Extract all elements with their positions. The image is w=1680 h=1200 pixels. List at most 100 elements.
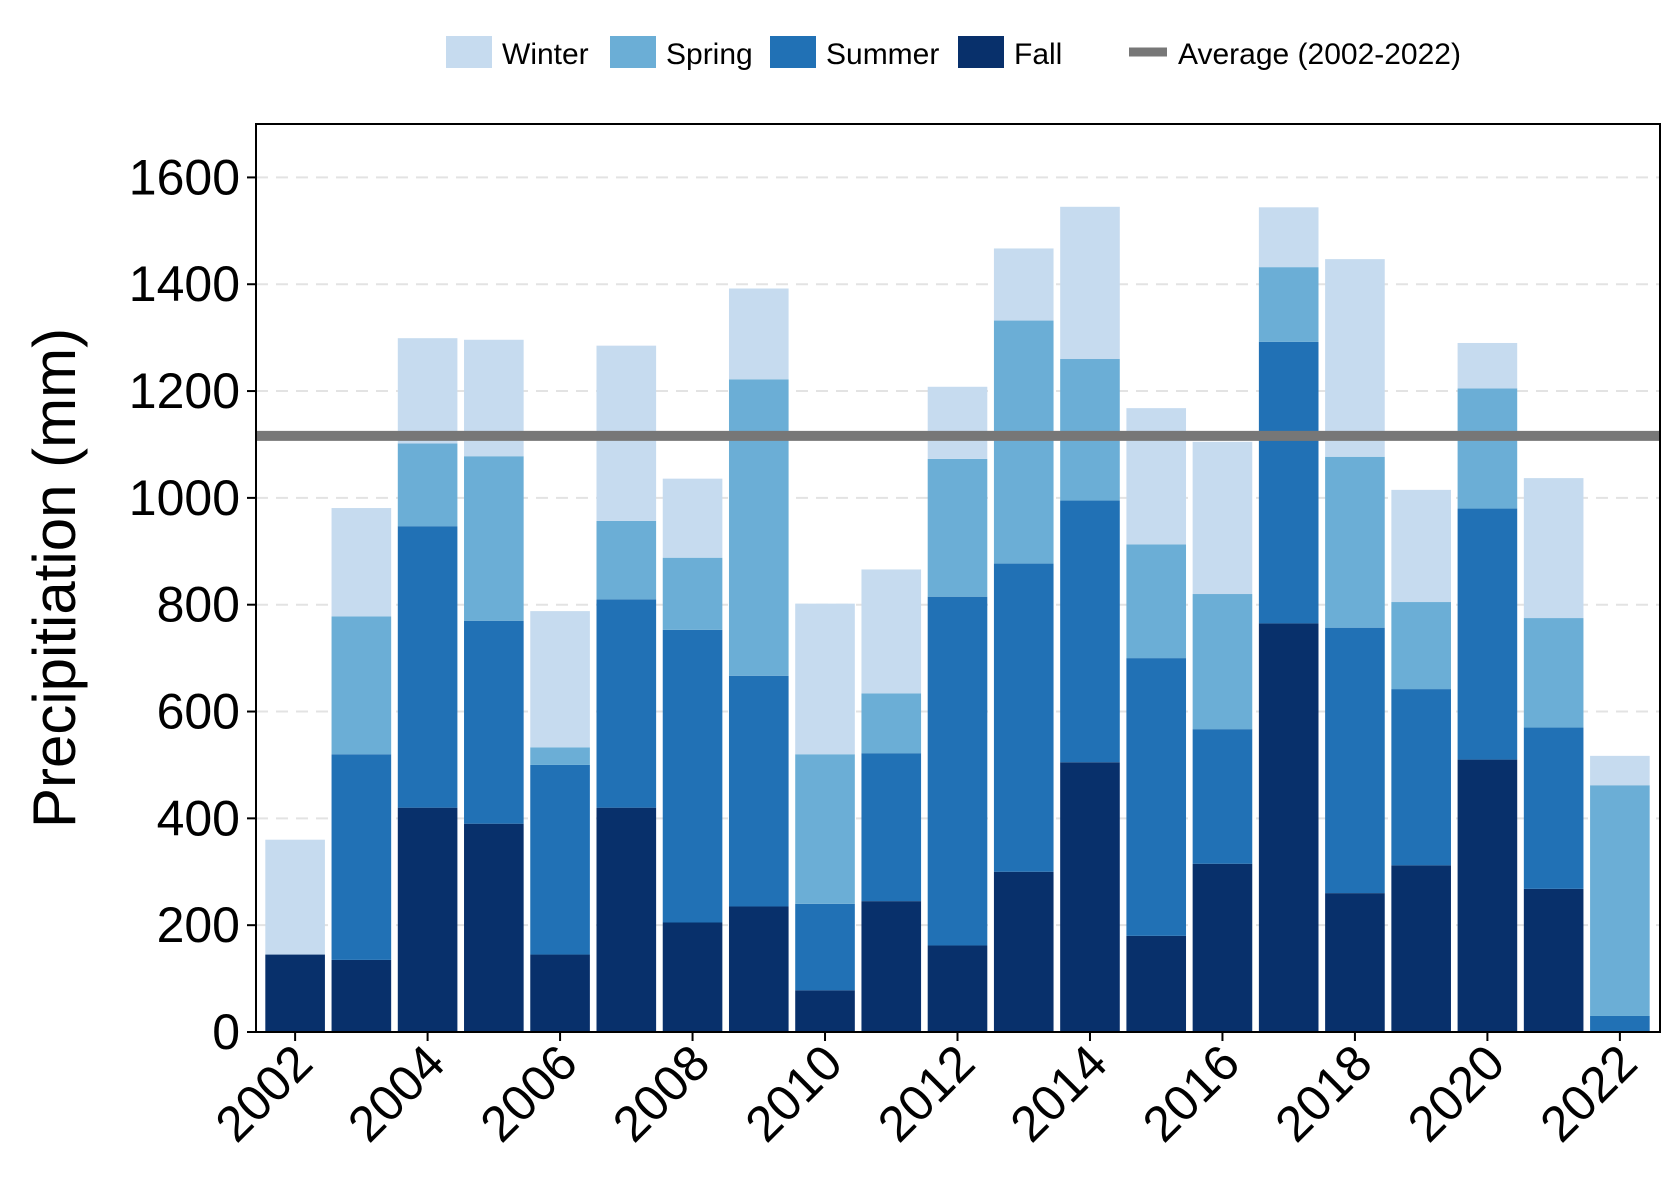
bar-winter-2015 <box>1126 408 1187 545</box>
bar-summer-2006 <box>530 764 590 955</box>
x-tick-label: 2014 <box>1000 1034 1118 1152</box>
bar-winter-2012 <box>927 386 988 459</box>
legend-swatch-summer <box>770 36 816 68</box>
bar-spring-2015 <box>1126 544 1187 659</box>
bar-spring-2013 <box>993 320 1054 564</box>
bar-summer-2009 <box>728 675 789 907</box>
bar-spring-2014 <box>1060 359 1120 501</box>
bar-winter-2009 <box>728 288 789 380</box>
legend-label-fall: Fall <box>1014 38 1062 71</box>
bar-fall-2021 <box>1523 888 1584 1032</box>
bar-winter-2021 <box>1523 478 1584 619</box>
bar-winter-2017 <box>1258 207 1319 268</box>
bar-spring-2003 <box>331 616 392 755</box>
x-tick-label: 2016 <box>1132 1034 1250 1152</box>
bar-winter-2019 <box>1391 489 1451 603</box>
bar-summer-2008 <box>662 629 723 923</box>
y-axis-label: Precipitiation (mm) <box>21 328 88 828</box>
y-tick-label: 200 <box>157 897 240 953</box>
bar-fall-2010 <box>795 990 855 1032</box>
bar-fall-2004 <box>397 807 458 1032</box>
bar-fall-2017 <box>1258 623 1319 1032</box>
x-tick-label: 2004 <box>337 1034 455 1152</box>
bar-fall-2018 <box>1325 893 1385 1032</box>
y-tick-label: 1000 <box>129 470 240 526</box>
bar-winter-2008 <box>662 478 723 558</box>
x-tick-label: 2008 <box>602 1034 720 1152</box>
bar-fall-2012 <box>927 945 988 1032</box>
bar-summer-2020 <box>1457 508 1518 760</box>
bar-summer-2014 <box>1060 500 1120 763</box>
bar-winter-2020 <box>1457 342 1518 389</box>
legend-label-summer: Summer <box>826 38 939 71</box>
bar-fall-2011 <box>861 901 922 1032</box>
bar-winter-2006 <box>530 611 590 748</box>
bar-fall-2016 <box>1192 863 1253 1032</box>
bar-winter-2010 <box>795 603 855 755</box>
bar-fall-2007 <box>596 807 657 1032</box>
y-tick-label: 400 <box>157 790 240 846</box>
y-tick-label: 1600 <box>129 149 240 205</box>
bar-summer-2005 <box>464 620 524 824</box>
y-tick-label: 1400 <box>129 256 240 312</box>
bar-fall-2014 <box>1060 762 1120 1032</box>
bar-spring-2012 <box>927 458 988 597</box>
bar-fall-2005 <box>464 823 524 1032</box>
bar-fall-2003 <box>331 959 392 1032</box>
bar-spring-2009 <box>728 379 789 676</box>
bar-spring-2006 <box>530 747 590 765</box>
legend-swatch-fall <box>958 36 1004 68</box>
bar-spring-2008 <box>662 557 723 630</box>
bar-spring-2011 <box>861 693 922 754</box>
bar-fall-2006 <box>530 954 590 1032</box>
bar-winter-2016 <box>1192 441 1253 595</box>
bar-spring-2020 <box>1457 388 1518 509</box>
bar-summer-2016 <box>1192 729 1253 864</box>
x-tick-label: 2020 <box>1397 1034 1515 1152</box>
legend-label-average: Average (2002-2022) <box>1178 38 1461 71</box>
bar-spring-2018 <box>1325 456 1385 628</box>
bar-summer-2012 <box>927 596 988 946</box>
bar-spring-2021 <box>1523 618 1584 728</box>
bar-fall-2019 <box>1391 865 1451 1032</box>
legend: Winter Spring Summer Fall Average (2002-2022… <box>446 36 1461 71</box>
y-tick-label: 800 <box>157 577 240 633</box>
bar-winter-2003 <box>331 508 392 617</box>
bar-winter-2002 <box>265 839 325 955</box>
bar-winter-2013 <box>993 248 1054 321</box>
legend-label-spring: Spring <box>666 38 753 71</box>
bar-summer-2022 <box>1590 1015 1650 1032</box>
bar-summer-2019 <box>1391 689 1451 866</box>
bar-summer-2021 <box>1523 727 1584 889</box>
bar-winter-2018 <box>1325 259 1385 457</box>
legend-swatch-winter <box>446 36 492 68</box>
bar-summer-2004 <box>397 526 458 808</box>
bar-fall-2008 <box>662 922 723 1032</box>
bar-fall-2020 <box>1457 759 1518 1032</box>
bar-fall-2009 <box>728 906 789 1032</box>
y-tick-label: 600 <box>157 684 240 740</box>
legend-label-winter: Winter <box>502 38 589 71</box>
bar-fall-2015 <box>1126 935 1187 1032</box>
bar-summer-2018 <box>1325 627 1385 894</box>
bar-spring-2007 <box>596 520 657 600</box>
bar-summer-2017 <box>1258 341 1319 624</box>
bar-spring-2019 <box>1391 602 1451 690</box>
y-tick-label: 0 <box>212 1004 240 1060</box>
bar-fall-2013 <box>993 871 1054 1032</box>
bar-fall-2002 <box>265 954 325 1032</box>
x-tick-label: 2010 <box>735 1034 853 1152</box>
x-tick-label: 2012 <box>867 1034 985 1152</box>
bar-summer-2010 <box>795 903 855 991</box>
x-tick-label: 2006 <box>470 1034 588 1152</box>
bar-summer-2015 <box>1126 658 1187 936</box>
y-tick-label: 1200 <box>129 363 240 419</box>
bar-spring-2016 <box>1192 594 1253 730</box>
bar-summer-2011 <box>861 753 922 902</box>
bar-spring-2017 <box>1258 267 1319 342</box>
bar-winter-2014 <box>1060 206 1120 360</box>
bar-winter-2022 <box>1590 755 1650 786</box>
bar-stack-layer <box>265 206 1650 1032</box>
